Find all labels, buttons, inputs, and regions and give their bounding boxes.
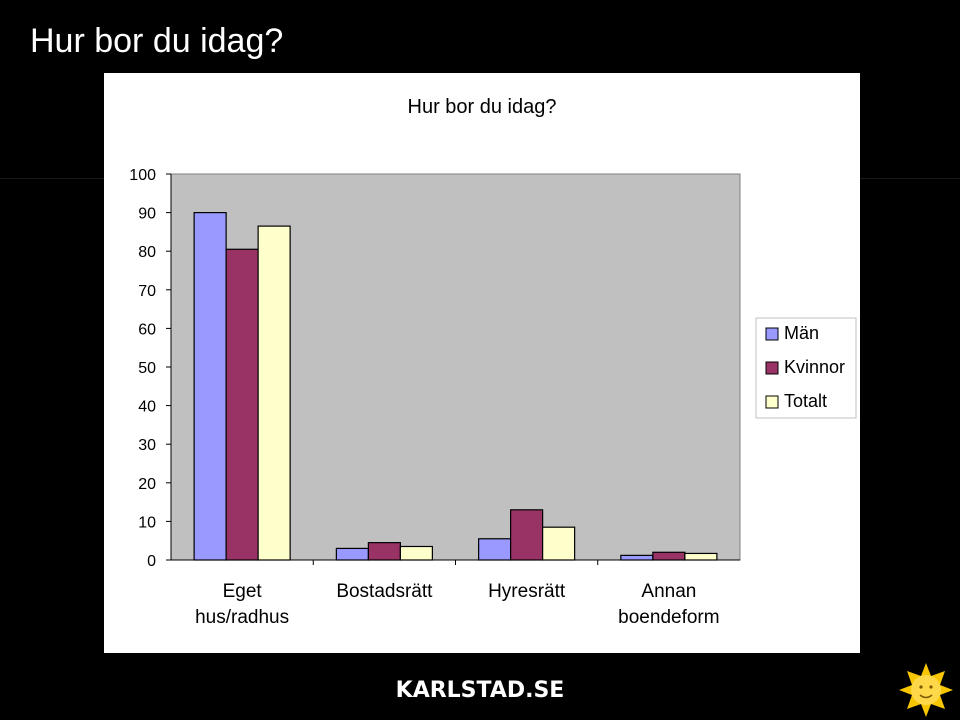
bar-totalt-1: [399, 545, 433, 561]
y-tick-label: 100: [129, 167, 156, 184]
chart-title: Hur bor du idag?: [408, 96, 557, 118]
y-tick-label: 70: [138, 283, 156, 300]
legend-swatch: [765, 395, 779, 409]
bar-m-n-0: [193, 212, 227, 561]
bar-m-n-2: [478, 538, 512, 561]
x-category-label: Annan boendeform: [618, 581, 719, 628]
legend-label: Män: [784, 323, 819, 343]
x-category-label: Eget hus/radhus: [195, 581, 289, 628]
chart-panel: Hur bor du idag? 0 10 20 30 40 50 60 70 80 90 100 E…: [104, 73, 860, 653]
y-tick-label: 20: [138, 476, 156, 493]
legend-swatch: [765, 361, 779, 375]
bar-m-n-1: [335, 547, 369, 561]
bar-totalt-2: [542, 526, 576, 561]
bar-kvinnor-1: [367, 542, 401, 561]
bar-m-n-3: [620, 554, 654, 561]
y-tick-label: 0: [147, 553, 156, 570]
bar-totalt-0: [257, 225, 291, 561]
y-tick-label: 30: [138, 437, 156, 454]
y-tick-label: 90: [138, 206, 156, 223]
bar-kvinnor-0: [225, 248, 259, 561]
bar-totalt-3: [684, 552, 718, 561]
bar-kvinnor-3: [652, 551, 686, 561]
y-tick-label: 40: [138, 399, 156, 416]
slide-title: Hur bor du idag?: [30, 22, 284, 60]
y-tick-label: 50: [138, 360, 156, 377]
sun-icon: [899, 663, 953, 717]
legend-label: Kvinnor: [784, 357, 845, 377]
chart: Hur bor du idag? 0 10 20 30 40 50 60 70 80 90 100 E…: [129, 96, 857, 628]
y-tick-label: 10: [138, 514, 156, 531]
bar-kvinnor-2: [510, 509, 544, 561]
y-tick-label: 80: [138, 244, 156, 261]
x-category-label: Bostadsrätt: [336, 581, 433, 602]
legend-swatch: [765, 327, 779, 341]
x-category-label: Hyresrätt: [488, 581, 566, 602]
legend-label: Totalt: [784, 391, 827, 411]
karlstad-logo: KARLSTAD.SE: [395, 678, 565, 703]
y-tick-label: 60: [138, 321, 156, 338]
